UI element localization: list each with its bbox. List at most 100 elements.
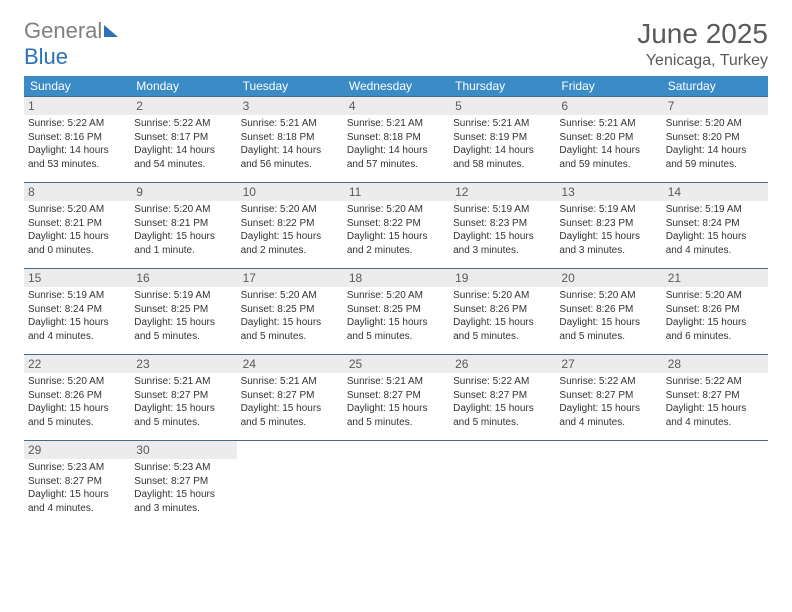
day-details: Sunrise: 5:20 AMSunset: 8:26 PMDaylight:…: [662, 287, 768, 347]
day-details: Sunrise: 5:19 AMSunset: 8:24 PMDaylight:…: [662, 201, 768, 261]
day-details: Sunrise: 5:20 AMSunset: 8:26 PMDaylight:…: [449, 287, 555, 347]
day-cell: 14Sunrise: 5:19 AMSunset: 8:24 PMDayligh…: [662, 183, 768, 269]
day-details: Sunrise: 5:21 AMSunset: 8:19 PMDaylight:…: [449, 115, 555, 175]
day-details: Sunrise: 5:22 AMSunset: 8:27 PMDaylight:…: [662, 373, 768, 433]
day-number: 13: [555, 183, 661, 201]
day-cell: 29Sunrise: 5:23 AMSunset: 8:27 PMDayligh…: [24, 441, 130, 527]
weekday-header: Monday: [130, 76, 236, 97]
day-cell: 4Sunrise: 5:21 AMSunset: 8:18 PMDaylight…: [343, 97, 449, 183]
day-details: Sunrise: 5:20 AMSunset: 8:21 PMDaylight:…: [24, 201, 130, 261]
day-cell: 15Sunrise: 5:19 AMSunset: 8:24 PMDayligh…: [24, 269, 130, 355]
day-number: 20: [555, 269, 661, 287]
day-number: 24: [237, 355, 343, 373]
day-number: 16: [130, 269, 236, 287]
logo-part2: Blue: [24, 44, 68, 69]
logo: General Blue: [24, 18, 118, 70]
weekday-header: Sunday: [24, 76, 130, 97]
day-number: 9: [130, 183, 236, 201]
day-details: Sunrise: 5:23 AMSunset: 8:27 PMDaylight:…: [24, 459, 130, 519]
day-details: Sunrise: 5:20 AMSunset: 8:21 PMDaylight:…: [130, 201, 236, 261]
day-cell: 20Sunrise: 5:20 AMSunset: 8:26 PMDayligh…: [555, 269, 661, 355]
day-number: 2: [130, 97, 236, 115]
weekday-header: Saturday: [662, 76, 768, 97]
calendar-page: General Blue June 2025 Yenicaga, Turkey …: [0, 0, 792, 545]
day-details: Sunrise: 5:22 AMSunset: 8:27 PMDaylight:…: [449, 373, 555, 433]
day-cell: 1Sunrise: 5:22 AMSunset: 8:16 PMDaylight…: [24, 97, 130, 183]
day-number: 19: [449, 269, 555, 287]
day-cell: 12Sunrise: 5:19 AMSunset: 8:23 PMDayligh…: [449, 183, 555, 269]
day-number: 29: [24, 441, 130, 459]
weekday-header: Wednesday: [343, 76, 449, 97]
empty-cell: [237, 441, 343, 527]
day-cell: 21Sunrise: 5:20 AMSunset: 8:26 PMDayligh…: [662, 269, 768, 355]
weekday-header: Thursday: [449, 76, 555, 97]
day-details: Sunrise: 5:20 AMSunset: 8:20 PMDaylight:…: [662, 115, 768, 175]
day-details: Sunrise: 5:19 AMSunset: 8:23 PMDaylight:…: [555, 201, 661, 261]
day-details: Sunrise: 5:20 AMSunset: 8:26 PMDaylight:…: [24, 373, 130, 433]
day-cell: 2Sunrise: 5:22 AMSunset: 8:17 PMDaylight…: [130, 97, 236, 183]
logo-triangle-icon: [104, 25, 118, 37]
day-details: Sunrise: 5:20 AMSunset: 8:25 PMDaylight:…: [343, 287, 449, 347]
logo-text: General Blue: [24, 18, 118, 70]
empty-cell: [343, 441, 449, 527]
day-details: Sunrise: 5:22 AMSunset: 8:27 PMDaylight:…: [555, 373, 661, 433]
day-cell: 17Sunrise: 5:20 AMSunset: 8:25 PMDayligh…: [237, 269, 343, 355]
day-number: 30: [130, 441, 236, 459]
weekday-header: Tuesday: [237, 76, 343, 97]
day-cell: 5Sunrise: 5:21 AMSunset: 8:19 PMDaylight…: [449, 97, 555, 183]
day-number: 3: [237, 97, 343, 115]
day-cell: 19Sunrise: 5:20 AMSunset: 8:26 PMDayligh…: [449, 269, 555, 355]
day-number: 23: [130, 355, 236, 373]
day-cell: 25Sunrise: 5:21 AMSunset: 8:27 PMDayligh…: [343, 355, 449, 441]
day-number: 14: [662, 183, 768, 201]
empty-cell: [449, 441, 555, 527]
day-number: 8: [24, 183, 130, 201]
day-details: Sunrise: 5:21 AMSunset: 8:18 PMDaylight:…: [343, 115, 449, 175]
day-details: Sunrise: 5:19 AMSunset: 8:25 PMDaylight:…: [130, 287, 236, 347]
day-number: 12: [449, 183, 555, 201]
day-number: 17: [237, 269, 343, 287]
day-cell: 6Sunrise: 5:21 AMSunset: 8:20 PMDaylight…: [555, 97, 661, 183]
day-cell: 30Sunrise: 5:23 AMSunset: 8:27 PMDayligh…: [130, 441, 236, 527]
header: General Blue June 2025 Yenicaga, Turkey: [24, 18, 768, 70]
day-cell: 22Sunrise: 5:20 AMSunset: 8:26 PMDayligh…: [24, 355, 130, 441]
day-number: 25: [343, 355, 449, 373]
day-details: Sunrise: 5:23 AMSunset: 8:27 PMDaylight:…: [130, 459, 236, 519]
day-details: Sunrise: 5:20 AMSunset: 8:22 PMDaylight:…: [343, 201, 449, 261]
day-cell: 24Sunrise: 5:21 AMSunset: 8:27 PMDayligh…: [237, 355, 343, 441]
day-details: Sunrise: 5:21 AMSunset: 8:27 PMDaylight:…: [237, 373, 343, 433]
day-cell: 27Sunrise: 5:22 AMSunset: 8:27 PMDayligh…: [555, 355, 661, 441]
day-cell: 26Sunrise: 5:22 AMSunset: 8:27 PMDayligh…: [449, 355, 555, 441]
calendar-body: 1Sunrise: 5:22 AMSunset: 8:16 PMDaylight…: [24, 97, 768, 527]
day-details: Sunrise: 5:19 AMSunset: 8:24 PMDaylight:…: [24, 287, 130, 347]
calendar-table: Sunday Monday Tuesday Wednesday Thursday…: [24, 76, 768, 527]
empty-cell: [662, 441, 768, 527]
logo-part1: General: [24, 18, 102, 43]
day-number: 27: [555, 355, 661, 373]
day-number: 22: [24, 355, 130, 373]
day-number: 1: [24, 97, 130, 115]
day-cell: 18Sunrise: 5:20 AMSunset: 8:25 PMDayligh…: [343, 269, 449, 355]
day-cell: 28Sunrise: 5:22 AMSunset: 8:27 PMDayligh…: [662, 355, 768, 441]
day-cell: 9Sunrise: 5:20 AMSunset: 8:21 PMDaylight…: [130, 183, 236, 269]
day-details: Sunrise: 5:21 AMSunset: 8:27 PMDaylight:…: [343, 373, 449, 433]
day-number: 26: [449, 355, 555, 373]
day-cell: 3Sunrise: 5:21 AMSunset: 8:18 PMDaylight…: [237, 97, 343, 183]
day-details: Sunrise: 5:20 AMSunset: 8:25 PMDaylight:…: [237, 287, 343, 347]
day-details: Sunrise: 5:20 AMSunset: 8:22 PMDaylight:…: [237, 201, 343, 261]
day-details: Sunrise: 5:21 AMSunset: 8:27 PMDaylight:…: [130, 373, 236, 433]
day-cell: 8Sunrise: 5:20 AMSunset: 8:21 PMDaylight…: [24, 183, 130, 269]
day-details: Sunrise: 5:19 AMSunset: 8:23 PMDaylight:…: [449, 201, 555, 261]
weekday-header: Friday: [555, 76, 661, 97]
day-cell: 7Sunrise: 5:20 AMSunset: 8:20 PMDaylight…: [662, 97, 768, 183]
day-details: Sunrise: 5:21 AMSunset: 8:18 PMDaylight:…: [237, 115, 343, 175]
day-number: 5: [449, 97, 555, 115]
title-block: June 2025 Yenicaga, Turkey: [637, 18, 768, 70]
location: Yenicaga, Turkey: [637, 52, 768, 70]
day-cell: 11Sunrise: 5:20 AMSunset: 8:22 PMDayligh…: [343, 183, 449, 269]
day-cell: 16Sunrise: 5:19 AMSunset: 8:25 PMDayligh…: [130, 269, 236, 355]
day-number: 7: [662, 97, 768, 115]
day-number: 18: [343, 269, 449, 287]
day-number: 28: [662, 355, 768, 373]
day-details: Sunrise: 5:21 AMSunset: 8:20 PMDaylight:…: [555, 115, 661, 175]
